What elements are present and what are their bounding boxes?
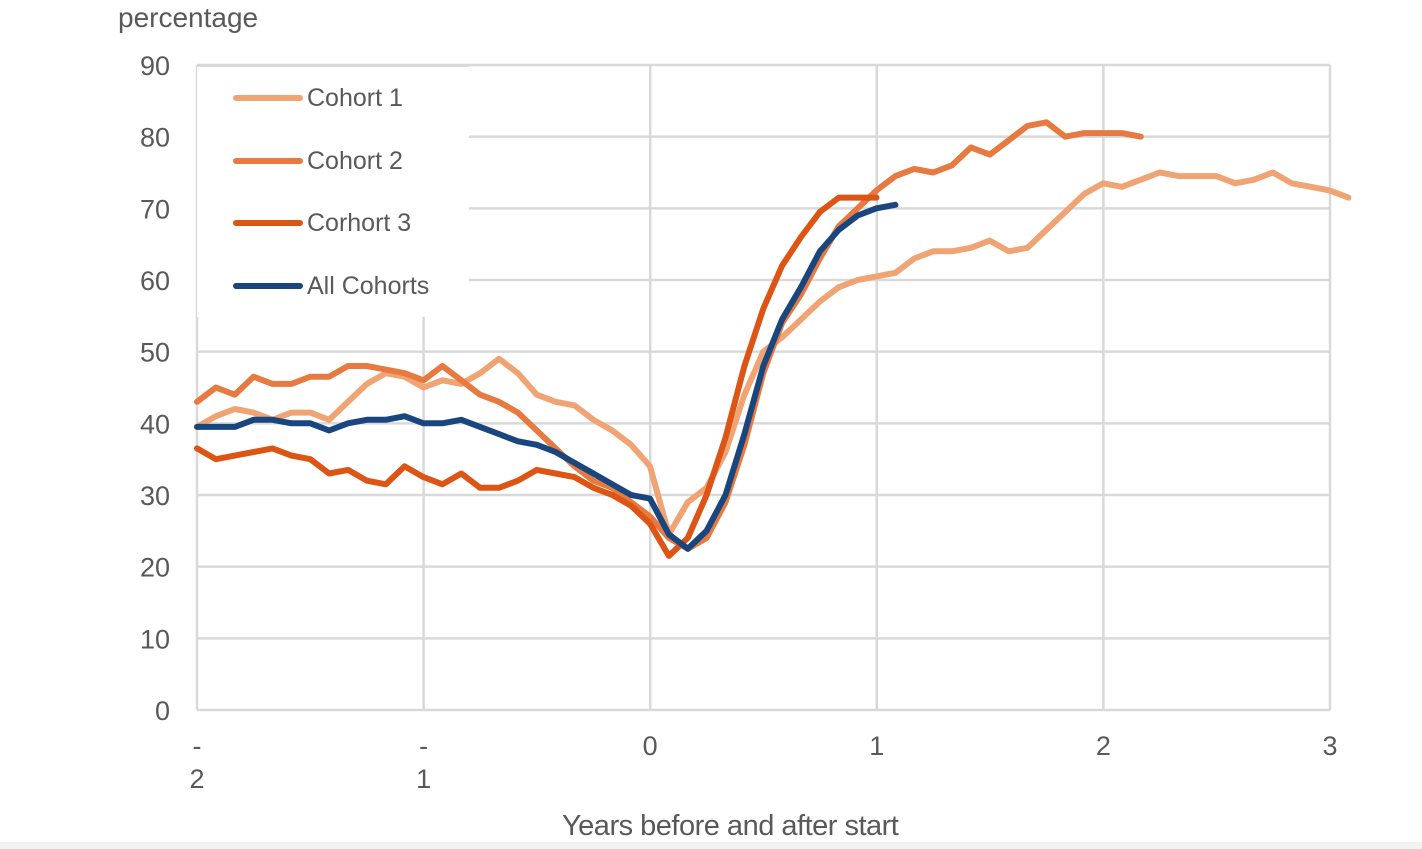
legend-item-cohort-3: Corhort 3	[233, 208, 411, 238]
x-tick-label: 1	[869, 731, 884, 761]
x-tick-label: -	[419, 731, 428, 761]
y-tick-label: 80	[140, 123, 170, 153]
legend-swatch-icon	[233, 158, 303, 164]
legend-label: Cohort 2	[307, 146, 403, 175]
legend-swatch-icon	[233, 95, 303, 101]
legend-swatch-icon	[233, 283, 303, 289]
legend-label: All Cohorts	[307, 271, 430, 300]
y-tick-label: 70	[140, 194, 170, 224]
x-tick-label: 2	[1096, 731, 1111, 761]
legend-item-all-cohorts: All Cohorts	[233, 271, 429, 301]
series-line-corhort-3	[194, 194, 880, 559]
legend-swatch-icon	[233, 220, 303, 226]
y-tick-label: 0	[155, 696, 170, 726]
x-tick-label: 0	[643, 731, 658, 761]
y-tick-label: 20	[140, 553, 170, 583]
x-tick-label: 3	[1322, 731, 1337, 761]
y-tick-label: 40	[140, 409, 170, 439]
y-axis-title: percentage	[118, 2, 259, 33]
legend: Cohort 1 Cohort 2 Corhort 3 All Cohorts	[197, 66, 469, 317]
bottom-band	[0, 842, 1422, 849]
y-tick-label: 50	[140, 338, 170, 368]
y-tick-label: 60	[140, 266, 170, 296]
legend-label: Corhort 3	[307, 208, 412, 237]
x-tick-label: 2	[189, 764, 204, 794]
legend-item-cohort-1: Cohort 1	[233, 83, 403, 113]
x-tick-label: -	[193, 731, 202, 761]
legend-item-cohort-2: Cohort 2	[233, 146, 403, 176]
legend-label: Cohort 1	[307, 83, 403, 112]
y-tick-label: 30	[140, 481, 170, 511]
y-tick-label: 90	[140, 51, 170, 81]
x-tick-label: 1	[416, 764, 431, 794]
series-line-all-cohorts	[194, 201, 899, 552]
y-tick-label: 10	[140, 624, 170, 654]
x-axis-title: Years before and after start	[562, 810, 899, 842]
